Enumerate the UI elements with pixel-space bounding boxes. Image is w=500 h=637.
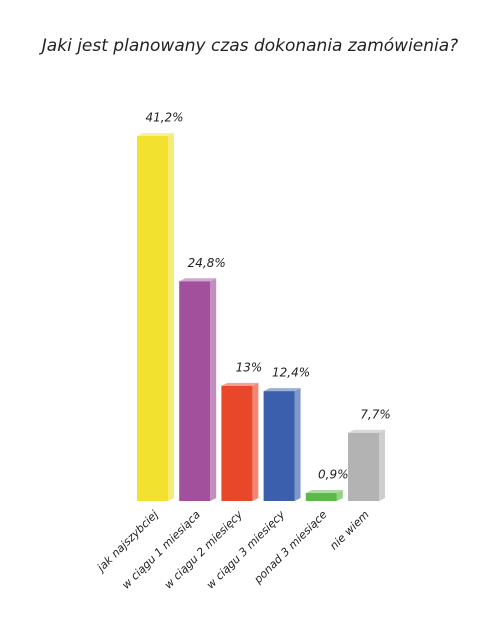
bar-side [210,278,217,501]
bar-top [263,388,301,392]
bar-top [348,429,385,433]
bar-top [137,132,174,136]
bar [221,385,253,501]
x-tick-label: w ciągu 1 miesiąca [119,508,203,592]
bar-top [305,490,343,494]
bar-top [179,278,217,282]
x-tick-label: w ciągu 2 miesięcy [162,508,246,592]
bar-top [221,382,259,386]
value-label: 7,7% [360,407,391,421]
bar-side [336,490,343,501]
value-label: 0,9% [318,468,349,482]
bar [305,493,337,501]
value-label: 13% [236,360,263,374]
value-label: 12,4% [272,366,310,380]
x-tick-label: nie wiem [327,508,371,552]
bar-side [294,388,301,501]
bar [263,391,295,501]
x-tick-label: ponad 3 miesiące [251,508,330,587]
x-tick-label: w ciągu 3 miesięcy [204,508,288,592]
value-label: 24,8% [188,256,226,270]
value-label: 41,2% [145,110,183,124]
bar [179,281,211,501]
chart-title: Jaki jest planowany czas dokonania zamów… [39,36,458,56]
bar [348,432,379,501]
bar-side [252,382,259,501]
bar-side [168,132,174,501]
bar [137,135,168,501]
bar-side [379,429,385,501]
